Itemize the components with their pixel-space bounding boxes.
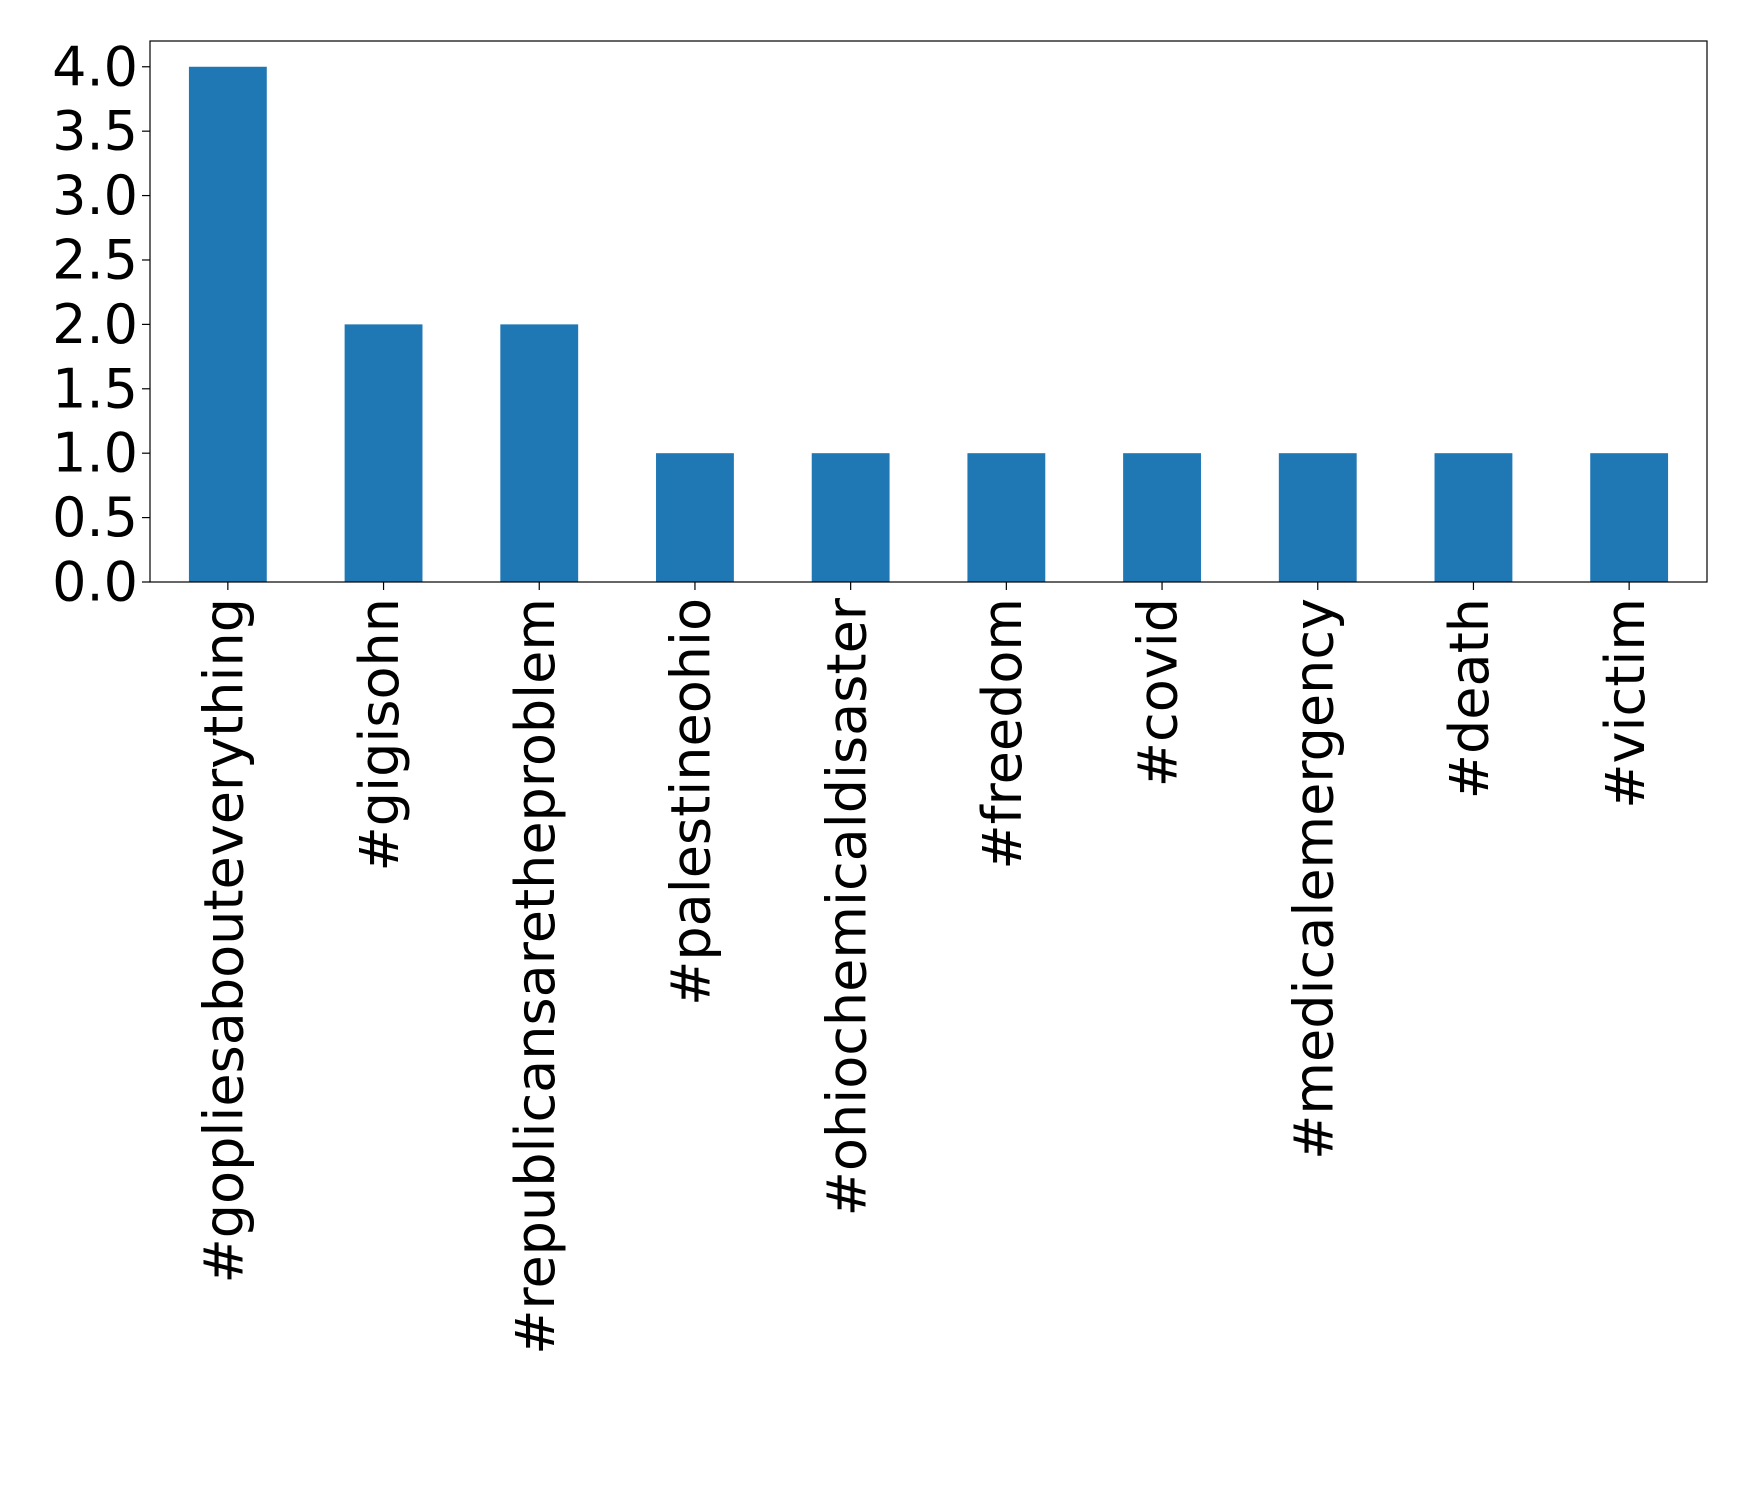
x-tick-label: #gigisohn xyxy=(348,598,411,871)
x-tick-label: #death xyxy=(1438,598,1501,799)
bars-group xyxy=(188,66,1669,582)
y-tick-label: 0.0 xyxy=(52,551,138,614)
bar-medicalemergency xyxy=(1278,453,1357,582)
x-tick-label: #victim xyxy=(1594,598,1657,809)
bar-victim xyxy=(1590,453,1669,582)
x-tick-label: #covid xyxy=(1127,598,1190,787)
x-tick-label: #republicansaretheproblem xyxy=(504,598,567,1355)
bar-ohiochemicaldisaster xyxy=(811,453,890,582)
bar-freedom xyxy=(967,453,1046,582)
x-tick-label: #medicalemergency xyxy=(1282,598,1345,1160)
x-tick-label: #palestineohio xyxy=(660,598,723,1006)
bar-republicansaretheproblem xyxy=(500,324,579,582)
x-axis: #gopliesabouteverything #gigisohn #republi… xyxy=(192,582,1657,1355)
y-tick-label: 3.0 xyxy=(52,164,138,227)
bar-gopliesabouteverything xyxy=(188,66,267,582)
y-tick-label: 3.5 xyxy=(52,100,138,163)
y-tick-label: 4.0 xyxy=(52,35,138,98)
x-tick-label: #gopliesabouteverything xyxy=(192,598,255,1283)
bar-palestineohio xyxy=(656,453,734,582)
x-tick-label: #ohiochemicaldisaster xyxy=(815,597,878,1216)
y-tick-label: 0.5 xyxy=(52,486,138,549)
plot-frame xyxy=(149,40,1708,583)
bar-death xyxy=(1434,453,1513,582)
y-axis: 0.00.51.01.52.02.53.03.54.0 xyxy=(52,35,150,614)
bar-gigisohn xyxy=(344,324,423,582)
y-tick-label: 2.0 xyxy=(52,293,138,356)
y-tick-label: 2.5 xyxy=(52,228,138,291)
y-tick-label: 1.0 xyxy=(52,422,138,485)
x-tick-label: #freedom xyxy=(971,598,1034,870)
bar-covid xyxy=(1123,453,1201,582)
y-tick-label: 1.5 xyxy=(52,357,138,420)
